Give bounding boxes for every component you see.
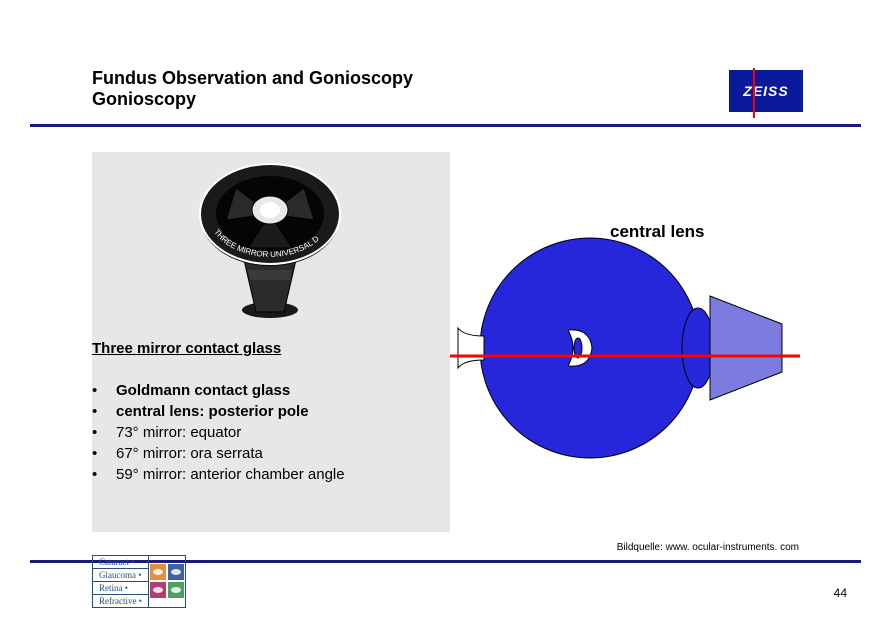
eye-diagram <box>450 178 800 478</box>
bullet-dot-icon: • <box>92 382 116 399</box>
bullet-dot-icon: • <box>92 424 116 441</box>
title-line-2: Gonioscopy <box>92 89 413 110</box>
image-source-credit: Bildquelle: www. ocular-instruments. com <box>92 542 799 553</box>
footer-row-refractive: Refractive • <box>93 595 149 608</box>
bullet-item: •central lens: posterior pole <box>92 403 345 420</box>
slide-title-block: Fundus Observation and Gonioscopy Gonios… <box>92 68 413 110</box>
footer-category-block: Cataract • Glaucoma • Retina • <box>92 555 186 608</box>
prism-lens-shape <box>710 296 782 400</box>
zeiss-logo-text: ZEISS <box>743 83 788 99</box>
bullet-dot-icon: • <box>92 445 116 462</box>
bullet-text: Goldmann contact glass <box>116 382 290 399</box>
bullet-item: •67° mirror: ora serrata <box>92 445 345 462</box>
subheading: Three mirror contact glass <box>92 340 281 357</box>
bullet-list: •Goldmann contact glass•central lens: po… <box>92 382 345 487</box>
bullet-dot-icon: • <box>92 466 116 483</box>
title-line-1: Fundus Observation and Gonioscopy <box>92 68 413 89</box>
bullet-item: •73° mirror: equator <box>92 424 345 441</box>
bullet-text: central lens: posterior pole <box>116 403 309 420</box>
bullet-item: •59° mirror: anterior chamber angle <box>92 466 345 483</box>
bullet-text: 67° mirror: ora serrata <box>116 445 263 462</box>
bullet-text: 59° mirror: anterior chamber angle <box>116 466 345 483</box>
divider-top <box>30 124 861 127</box>
footer-row-cataract: Cataract • <box>93 556 149 569</box>
bullet-item: •Goldmann contact glass <box>92 382 345 399</box>
goldmann-lens-photo: THREE MIRROR UNIVERSAL D <box>186 160 354 328</box>
footer-quad-icon <box>149 563 185 599</box>
footer-row-glaucoma: Glaucoma • <box>93 569 149 582</box>
bullet-text: 73° mirror: equator <box>116 424 241 441</box>
cornea-shape <box>682 308 714 388</box>
page-number: 44 <box>834 586 847 600</box>
footer-row-retina: Retina • <box>93 582 149 595</box>
bullet-dot-icon: • <box>92 403 116 420</box>
slide-root: Fundus Observation and Gonioscopy Gonios… <box>0 0 891 630</box>
optic-nerve-shape <box>458 328 484 368</box>
zeiss-logo: ZEISS <box>729 70 803 112</box>
